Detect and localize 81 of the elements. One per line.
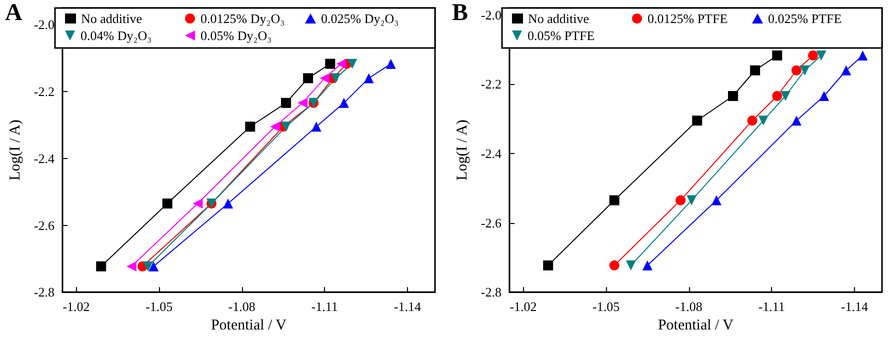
point [772,50,782,60]
legend-label: No additive [528,11,590,26]
y-tick-label: -2.6 [480,215,502,230]
point [325,58,336,69]
point [386,58,396,69]
point [609,195,620,206]
point [280,98,291,108]
point [819,91,830,101]
legend-label: 0.05% Dy₂O₃ [200,28,272,43]
y-tick-label: -2.4 [480,146,502,162]
point [728,91,738,101]
point [330,73,341,84]
x-tick-label: -1.11 [311,299,338,314]
y-tick-label: -2.2 [480,76,502,92]
point [791,116,802,126]
point [791,65,802,76]
legend-label: No additive [81,11,142,26]
point [143,261,154,272]
y-tick-label: -2.4 [34,150,55,166]
point [808,50,818,60]
point [747,116,758,126]
point [245,122,256,132]
point [711,195,722,206]
x-tick-label: -1.08 [675,299,702,314]
y-axis-title: Log(I / A) [454,120,470,180]
point [338,98,349,108]
point [298,98,308,108]
y-tick-label: -2.0 [34,17,54,32]
point [148,261,159,272]
x-axis-title: Potential / V [658,318,734,334]
point [192,198,203,209]
point [280,122,291,132]
point [816,50,826,60]
legend-label: 0.0125% Dy₂O₃ [200,11,285,26]
point [162,198,172,209]
point [780,91,790,101]
point [126,261,136,272]
point [96,261,106,272]
legend-label: 0.0125% PTFE [648,11,728,26]
point [676,195,686,206]
y-tick-label: -2.0 [480,7,502,22]
y-tick-label: -2.8 [34,284,54,300]
x-tick-label: -1.02 [510,299,537,314]
legend-label: 0.04% Dy₂O₃ [80,28,152,43]
y-tick-label: -2.6 [34,218,55,233]
point [270,122,280,132]
x-tick-label: -1.14 [394,299,422,314]
point [772,91,782,101]
point [750,65,760,76]
point [609,260,620,270]
point [841,65,852,76]
x-tick-label: -1.05 [146,299,173,314]
chart-title: A [5,0,23,26]
point [692,116,702,126]
point [626,260,636,270]
legend-label: 0.025% PTFE [768,11,842,26]
x-axis-title: Potential / V [210,318,287,334]
y-axis-title: Log(I / A) [8,120,24,180]
x-tick-label: -1.08 [228,299,256,314]
x-tick-label: -1.02 [62,299,90,314]
point [642,260,652,270]
y-tick-label: -2.8 [480,284,502,300]
x-tick-label: -1.14 [840,299,868,314]
point [686,195,697,206]
point [800,65,810,76]
chart-title: B [452,0,468,26]
legend-label: 0.025% Dy₂O₃ [321,11,399,26]
point [543,260,554,270]
point [223,198,234,209]
point [347,58,358,69]
x-tick-label: -1.05 [592,299,620,314]
legend-label: 0.05% PTFE [528,28,595,43]
point [758,116,768,126]
x-tick-label: -1.11 [758,299,785,314]
point [311,122,322,132]
point [364,73,374,84]
point [336,58,346,69]
point [303,73,314,84]
point [320,73,330,84]
y-tick-label: -2.2 [34,84,54,100]
point [858,50,868,60]
